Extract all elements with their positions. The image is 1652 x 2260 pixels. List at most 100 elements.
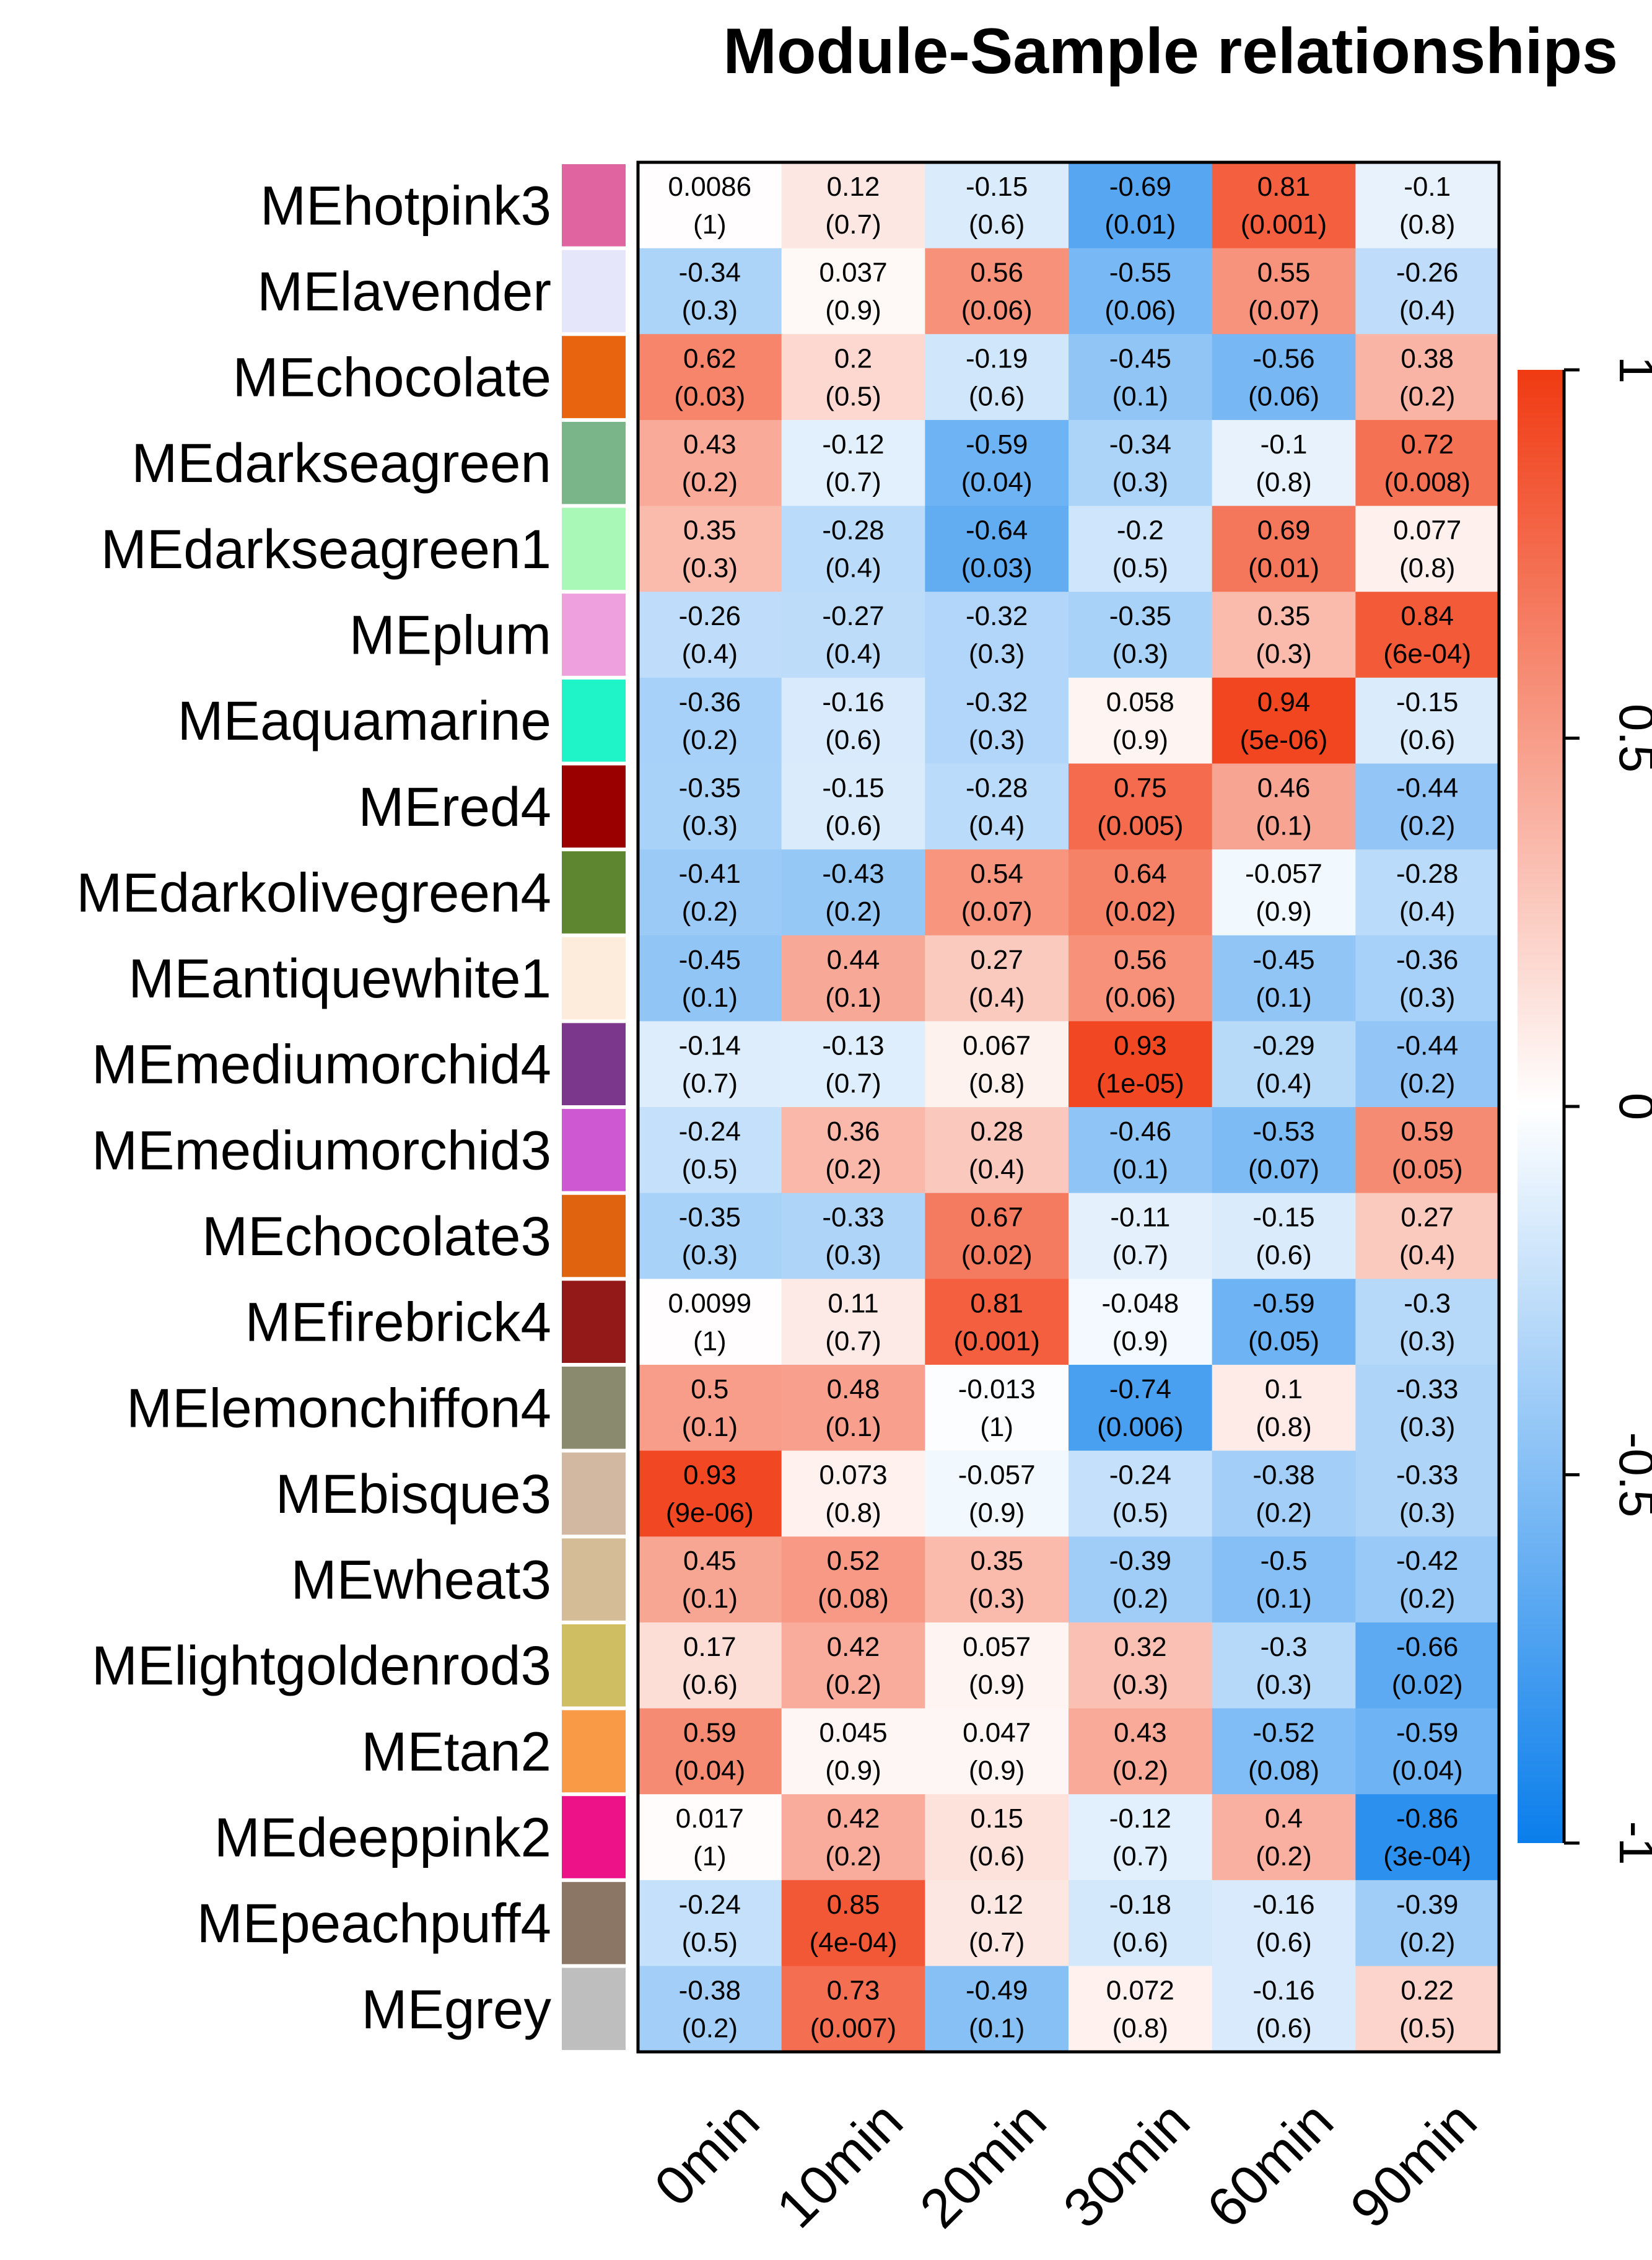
cell-pvalue: (0.7) — [969, 1927, 1025, 1958]
cell-correlation: -0.38 — [679, 1975, 741, 2005]
heatmap-cell — [1212, 935, 1356, 1022]
cell-pvalue: (0.02) — [1392, 1670, 1463, 1700]
heatmap-cell — [781, 592, 925, 678]
cell-pvalue: (0.2) — [1399, 1927, 1455, 1958]
heatmap-cell — [1212, 1279, 1356, 1365]
cell-correlation: 0.5 — [691, 1374, 728, 1404]
cell-correlation: -0.35 — [679, 773, 741, 803]
cell-pvalue: (0.7) — [1112, 1240, 1168, 1271]
cell-pvalue: (0.7) — [825, 467, 881, 497]
cell-correlation: -0.42 — [1396, 1546, 1458, 1576]
cell-correlation: 0.11 — [828, 1288, 878, 1318]
module-swatch — [562, 1624, 626, 1707]
heatmap-cell — [638, 419, 782, 507]
cell-correlation: -0.048 — [1101, 1288, 1179, 1318]
heatmap-cell — [1069, 1107, 1213, 1194]
cell-pvalue: (0.3) — [825, 1240, 881, 1271]
row-label: MEmediumorchid4 — [92, 1033, 551, 1095]
cell-correlation: 0.037 — [819, 258, 887, 288]
colorbar-tick-label: 0.5 — [1609, 704, 1652, 773]
cell-correlation: 0.2 — [834, 343, 872, 374]
module-swatch — [562, 1023, 626, 1106]
heatmap-cell — [1069, 506, 1213, 592]
cell-pvalue: (0.3) — [1399, 1412, 1455, 1442]
cell-correlation: 0.22 — [1401, 1975, 1454, 2005]
heatmap-cell — [925, 935, 1069, 1022]
cell-pvalue: (0.06) — [1104, 983, 1176, 1013]
heatmap-cell — [1069, 419, 1213, 507]
cell-correlation: 0.047 — [963, 1718, 1031, 1748]
cell-correlation: -0.33 — [822, 1202, 884, 1233]
cell-pvalue: (0.1) — [1256, 810, 1311, 841]
heatmap-cell — [1069, 1622, 1213, 1709]
module-swatch — [562, 679, 626, 762]
cell-pvalue: (1e-05) — [1096, 1068, 1184, 1098]
heatmap-cell — [1069, 1193, 1213, 1279]
cell-pvalue: (0.04) — [961, 467, 1033, 497]
cell-correlation: 0.73 — [827, 1975, 880, 2005]
column-label: 60min — [1195, 2090, 1345, 2240]
cell-correlation: 0.67 — [970, 1202, 1023, 1233]
cell-correlation: 0.27 — [970, 945, 1023, 975]
cell-correlation: -0.24 — [679, 1890, 741, 1920]
heatmap-cell — [925, 1708, 1069, 1795]
heatmap-cell — [925, 1794, 1069, 1881]
cell-pvalue: (0.3) — [1399, 1498, 1455, 1528]
heatmap-cell — [1069, 1364, 1213, 1452]
cell-correlation: 0.81 — [970, 1288, 1023, 1318]
cell-correlation: 0.75 — [1114, 773, 1167, 803]
cell-pvalue: (0.4) — [969, 983, 1025, 1013]
row-label: MEantiquewhite1 — [128, 947, 551, 1009]
row-label: MElightgoldenrod3 — [92, 1634, 551, 1696]
cell-pvalue: (0.01) — [1248, 553, 1319, 584]
cell-correlation: 0.69 — [1257, 515, 1311, 546]
cell-correlation: 0.4 — [1265, 1803, 1303, 1834]
cell-correlation: -0.45 — [1252, 945, 1314, 975]
heatmap-cell — [1069, 592, 1213, 678]
row-labels: MEhotpink3 MElavender MEchocolate MEdarksea… — [76, 174, 551, 2039]
heatmap-cell — [1355, 1794, 1500, 1881]
cell-pvalue: (0.5) — [1112, 1498, 1168, 1528]
cell-correlation: -0.24 — [1109, 1460, 1171, 1491]
cell-pvalue: (0.8) — [1399, 553, 1455, 584]
cell-pvalue: (0.1) — [969, 2013, 1025, 2043]
cell-correlation: 0.12 — [970, 1890, 1023, 1920]
heatmap-cell — [925, 1536, 1069, 1623]
heatmap-cell — [1355, 162, 1500, 249]
cell-pvalue: (0.2) — [825, 1841, 881, 1872]
cell-pvalue: (0.6) — [969, 381, 1025, 411]
heatmap-cell — [1355, 1364, 1500, 1452]
cell-pvalue: (0.8) — [1256, 467, 1311, 497]
cell-correlation: 0.64 — [1114, 859, 1167, 889]
cell-correlation: -0.35 — [679, 1202, 741, 1233]
cell-correlation: 0.35 — [683, 515, 736, 546]
heatmap-cell — [1355, 1708, 1500, 1795]
cell-pvalue: (0.2) — [825, 896, 881, 927]
cell-correlation: -0.34 — [1109, 429, 1171, 460]
colorbar-tick-label: -1 — [1609, 1821, 1652, 1865]
cell-correlation: 0.59 — [1401, 1116, 1454, 1147]
heatmap-cell — [638, 506, 782, 592]
heatmap-cell — [1355, 677, 1500, 764]
heatmap-cell — [1355, 1622, 1500, 1709]
cell-correlation: -0.3 — [1404, 1288, 1451, 1318]
cell-correlation: 0.56 — [1114, 945, 1167, 975]
module-swatch — [562, 593, 626, 676]
row-label: MEchocolate3 — [202, 1205, 551, 1267]
cell-pvalue: (4e-04) — [810, 1927, 898, 1958]
module-swatch — [562, 765, 626, 848]
heatmap-cell — [781, 677, 925, 764]
row-label: MEhotpink3 — [260, 174, 551, 236]
heatmap-cell — [781, 1622, 925, 1709]
row-label: MEgrey — [361, 1978, 551, 2040]
module-swatch — [562, 851, 626, 934]
cell-pvalue: (0.2) — [1112, 1583, 1168, 1614]
cell-pvalue: (0.2) — [1399, 810, 1455, 841]
cell-pvalue: (0.001) — [953, 1326, 1039, 1356]
cell-correlation: 0.32 — [1114, 1632, 1167, 1662]
cell-pvalue: (0.3) — [1112, 1670, 1168, 1700]
heatmap-cell — [638, 1794, 782, 1881]
cell-correlation: 0.073 — [819, 1460, 887, 1491]
cell-correlation: -0.41 — [679, 859, 741, 889]
